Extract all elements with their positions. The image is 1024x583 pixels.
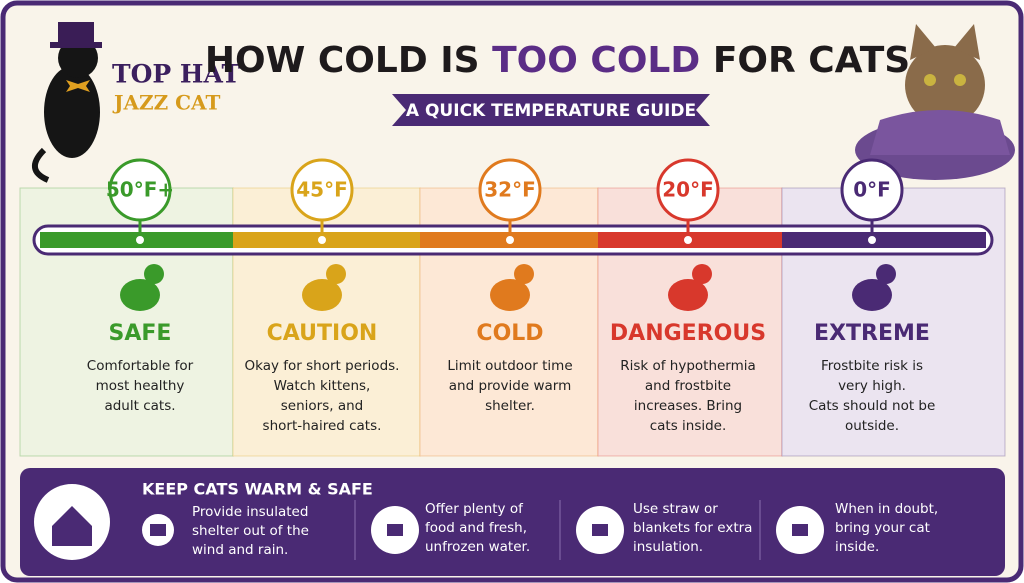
tip-text: Offer plenty of: [425, 501, 524, 517]
temp-label: 0°F: [853, 178, 891, 202]
temp-badge: [290, 158, 354, 222]
zone-description: and frostbite: [645, 378, 731, 394]
tip-icon-glyph: [387, 524, 403, 536]
tip-text: shelter out of the: [192, 523, 309, 539]
cat-in-blanket: [855, 24, 1015, 180]
zone-description: Frostbite risk is: [821, 358, 923, 374]
zone-description: outside.: [845, 418, 899, 434]
tip-text: bring your cat: [835, 520, 930, 536]
zone-description: seniors, and: [281, 398, 363, 414]
tip-icon-glyph: [150, 524, 166, 536]
zone-label: EXTREME: [814, 321, 930, 346]
tip-icon-glyph: [792, 524, 808, 536]
temp-badge: [840, 158, 904, 222]
cat-icon-body: [852, 279, 892, 311]
zone-label: DANGEROUS: [610, 321, 766, 346]
temp-badge: [478, 158, 542, 222]
temp-dot: [866, 234, 878, 246]
zone-description: Comfortable for: [87, 358, 194, 374]
subtitle-banner: [392, 94, 710, 126]
zone-description: Limit outdoor time: [447, 358, 572, 374]
zone-description: cats inside.: [650, 418, 727, 434]
zone-description: and provide warm: [449, 378, 571, 394]
cat-icon-head: [692, 264, 712, 284]
title-end: FOR CATS?: [713, 40, 931, 81]
tip-text: inside.: [835, 539, 879, 555]
tip-text: Provide insulated: [192, 504, 308, 520]
temp-dot: [316, 234, 328, 246]
cat-icon-head: [876, 264, 896, 284]
tip-text: Use straw or: [633, 501, 718, 517]
zone-description: Risk of hypothermia: [620, 358, 756, 374]
thermometer-segment: [782, 232, 986, 248]
temp-label: 20°F: [662, 178, 714, 202]
tips: Provide insulated shelter out of the wind …: [142, 500, 938, 560]
brand-line-2: JAZZ CAT: [112, 91, 220, 115]
tip-text: When in doubt,: [835, 501, 938, 517]
cat-icon-head: [514, 264, 534, 284]
temp-badge: [656, 158, 720, 222]
title-start: HOW COLD IS: [205, 40, 480, 81]
temp-dot: [682, 234, 694, 246]
house-icon: [52, 506, 92, 546]
cat-icon-body: [668, 279, 708, 311]
cat-icon-body: [302, 279, 342, 311]
temp-badge: [108, 158, 172, 222]
zone-description: short-haired cats.: [263, 418, 382, 434]
title: HOW COLD IS TOO COLD FOR CATS?: [205, 40, 931, 81]
tip-text: insulation.: [633, 539, 703, 555]
zone-description: increases. Bring: [634, 398, 742, 414]
zone-description: most healthy: [96, 378, 185, 394]
tip-text: unfrozen water.: [425, 539, 530, 555]
tip-text: food and fresh,: [425, 520, 527, 536]
zone-description: shelter.: [485, 398, 535, 414]
zone-description: very high.: [838, 378, 906, 394]
brand-logo: [32, 22, 102, 183]
tip-text: blankets for extra: [633, 520, 752, 536]
temp-label: 50°F+: [106, 178, 174, 202]
zones: 50°F+ SAFE Comfortable for most healthy adul…: [19, 158, 1006, 457]
zone-label: SAFE: [109, 321, 172, 346]
zone-description: Okay for short periods.: [245, 358, 400, 374]
tip-text: wind and rain.: [192, 542, 288, 558]
tips-title: KEEP CATS WARM & SAFE: [142, 480, 373, 499]
cat-icon-body: [120, 279, 160, 311]
tips-panel: [20, 468, 1005, 576]
title-highlight: TOO COLD: [492, 40, 700, 81]
temp-label: 45°F: [296, 178, 348, 202]
cat-icon-body: [490, 279, 530, 311]
brand-line-1: TOP HAT: [112, 60, 241, 89]
temp-label: 32°F: [484, 178, 536, 202]
tip-icon-glyph: [592, 524, 608, 536]
zone-description: adult cats.: [104, 398, 175, 414]
cat-icon-head: [144, 264, 164, 284]
zone-label: CAUTION: [267, 321, 378, 346]
cat-icon-head: [326, 264, 346, 284]
temp-dot: [504, 234, 516, 246]
temp-dot: [134, 234, 146, 246]
zone-description: Watch kittens,: [274, 378, 371, 394]
zone-label: COLD: [476, 321, 543, 346]
zone-description: Cats should not be: [809, 398, 936, 414]
subtitle: A QUICK TEMPERATURE GUIDE: [406, 101, 696, 121]
